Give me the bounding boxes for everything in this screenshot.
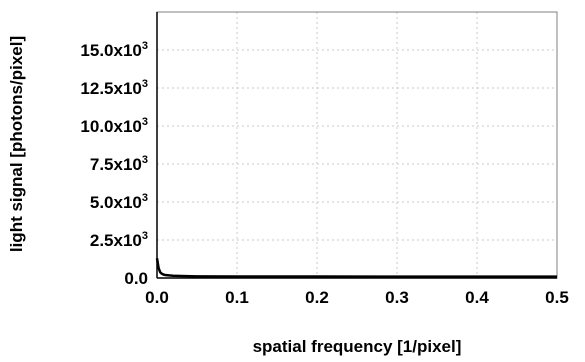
x-axis-label: spatial frequency [1/pixel] xyxy=(253,337,462,356)
y-tick-label: 2.5x103 xyxy=(90,230,148,250)
y-tick-label: 5.0x103 xyxy=(90,192,148,212)
y-tick-labels: 0.0 2.5x103 5.0x103 7.5x103 10.0x103 12.5x103… xyxy=(80,40,148,288)
y-tick-label: 7.5x103 xyxy=(90,154,148,174)
grid xyxy=(157,12,557,278)
y-tick-label: 10.0x103 xyxy=(80,116,148,136)
plot-frame xyxy=(156,11,558,279)
x-tick-label: 0.3 xyxy=(385,288,409,307)
x-tick-label: 0.2 xyxy=(305,288,329,307)
x-tick-labels: 0.0 0.1 0.2 0.3 0.4 0.5 xyxy=(145,288,569,307)
series-line xyxy=(155,258,557,278)
x-tick-label: 0.0 xyxy=(145,288,169,307)
y-tick-label: 12.5x103 xyxy=(80,78,148,98)
x-tick-label: 0.1 xyxy=(225,288,249,307)
y-tick-label: 0.0 xyxy=(124,269,148,288)
x-tick-label: 0.5 xyxy=(545,288,569,307)
series-layer xyxy=(155,258,557,278)
x-tick-label: 0.4 xyxy=(465,288,489,307)
y-tick-label: 15.0x103 xyxy=(80,40,148,60)
axes xyxy=(156,12,557,279)
y-axis-label: light signal [photons/pixel] xyxy=(7,36,26,252)
